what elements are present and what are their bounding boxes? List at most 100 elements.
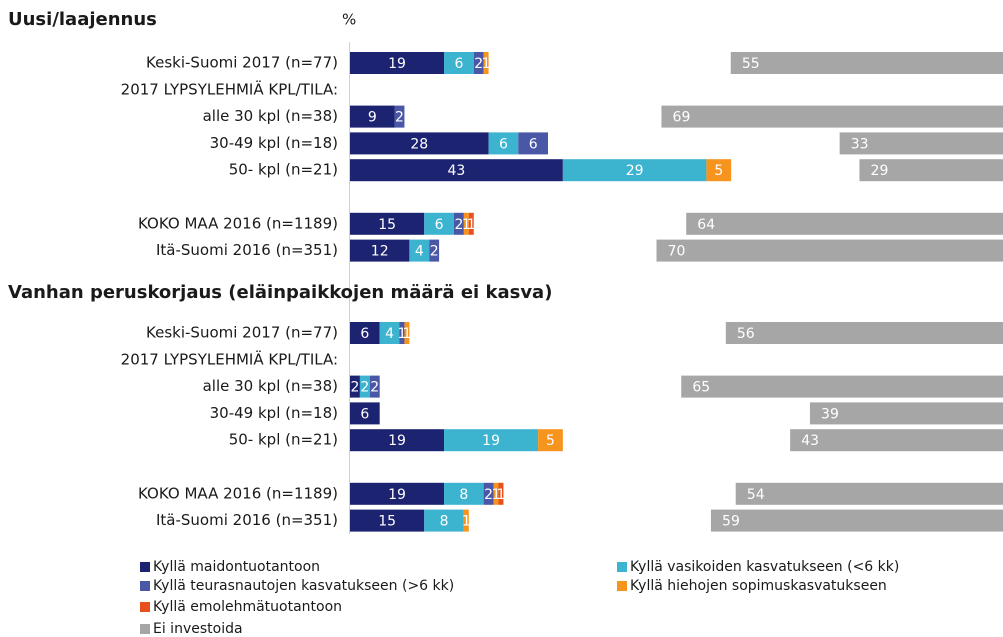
legend-swatch xyxy=(140,602,150,612)
value-label: 1 xyxy=(467,217,476,233)
category-label: 30-49 kpl (n=18) xyxy=(210,404,338,422)
category-label: Itä-Suomi 2016 (n=351) xyxy=(156,241,338,259)
value-label: 1 xyxy=(402,326,411,342)
no-invest-bar xyxy=(686,212,1003,235)
value-label: 1 xyxy=(497,487,506,503)
value-label: 19 xyxy=(388,56,406,72)
bar-segment xyxy=(350,239,410,262)
bar-segment xyxy=(562,159,707,182)
category-label: Keski-Suomi 2017 (n=77) xyxy=(146,54,338,72)
bar-segment xyxy=(350,132,489,155)
value-label: 29 xyxy=(626,163,644,179)
category-label: 50- kpl (n=21) xyxy=(229,161,338,179)
bar-segment xyxy=(444,482,484,505)
value-label: 43 xyxy=(801,433,819,449)
value-label: 19 xyxy=(388,487,406,503)
legend-swatch xyxy=(140,581,150,591)
value-label: 2 xyxy=(430,244,439,260)
value-label: 59 xyxy=(722,514,740,530)
legend-swatch xyxy=(140,562,150,572)
bar-segment xyxy=(350,402,380,425)
value-label: 6 xyxy=(360,406,369,422)
category-label: Itä-Suomi 2016 (n=351) xyxy=(156,511,338,529)
value-label: 2 xyxy=(360,380,369,396)
bar-segment xyxy=(424,212,454,235)
value-label: 1 xyxy=(462,514,471,530)
bar-segment xyxy=(483,52,489,74)
bar-segment xyxy=(404,322,410,344)
value-label: 15 xyxy=(378,217,396,233)
value-label: 5 xyxy=(714,163,723,179)
bar-segment xyxy=(394,105,405,128)
value-label: 56 xyxy=(737,326,755,342)
bar-segment xyxy=(463,212,469,235)
bar-segment xyxy=(453,212,464,235)
value-label: 8 xyxy=(459,487,468,503)
no-invest-bar xyxy=(725,322,1003,344)
bar-segment xyxy=(359,375,370,398)
value-label: 19 xyxy=(388,433,406,449)
category-label: 2017 LYPSYLEHMIÄ KPL/TILA: xyxy=(121,349,338,368)
bar-segment xyxy=(350,212,425,235)
bar-segment xyxy=(493,482,499,505)
legend-swatch xyxy=(617,581,627,591)
bar-segment xyxy=(429,239,440,262)
value-label: 12 xyxy=(371,244,389,260)
category-label: alle 30 kpl (n=38) xyxy=(203,107,338,125)
bar-segment xyxy=(444,429,539,452)
value-label: 2 xyxy=(484,487,493,503)
no-invest-bar xyxy=(809,402,1003,425)
value-label: 6 xyxy=(435,217,444,233)
value-label: 54 xyxy=(747,487,765,503)
bar-segment xyxy=(463,509,469,532)
bar-segment xyxy=(468,212,474,235)
value-label: 4 xyxy=(385,326,394,342)
value-label: 2 xyxy=(370,380,379,396)
value-label: 1 xyxy=(398,326,407,342)
value-label: 2 xyxy=(350,380,359,396)
bar-segment xyxy=(538,429,563,452)
category-label: 50- kpl (n=21) xyxy=(229,431,338,449)
legend-label: Kyllä maidontuotantoon xyxy=(153,559,320,575)
bar-segment xyxy=(424,509,464,532)
value-label: 2 xyxy=(454,217,463,233)
no-invest-bar xyxy=(735,482,1003,505)
bar-segment xyxy=(706,159,732,182)
value-label: 5 xyxy=(546,433,555,449)
value-label: 39 xyxy=(821,406,839,422)
bar-segment xyxy=(350,375,360,398)
value-label: 6 xyxy=(529,136,538,152)
bar-segment xyxy=(488,132,519,155)
value-label: 15 xyxy=(378,514,396,530)
bar-segment xyxy=(498,482,504,505)
value-label: 1 xyxy=(482,56,491,72)
value-label: 65 xyxy=(692,380,710,396)
legend-label: Kyllä teurasnautojen kasvatukseen (>6 kk… xyxy=(153,578,454,594)
bar-segment xyxy=(350,159,563,182)
bar-segment xyxy=(379,322,400,344)
legend-label: Kyllä vasikoiden kasvatukseen (<6 kk) xyxy=(630,559,899,575)
legend-swatch xyxy=(617,562,627,572)
category-label: KOKO MAA 2016 (n=1189) xyxy=(138,214,338,232)
category-label: 30-49 kpl (n=18) xyxy=(210,134,338,152)
value-label: 33 xyxy=(851,136,869,152)
bar-segment xyxy=(350,509,425,532)
bar-segment xyxy=(444,52,474,74)
bar-segment xyxy=(350,105,395,128)
no-invest-bar xyxy=(656,239,1003,262)
value-label: 9 xyxy=(368,110,377,126)
value-label: 69 xyxy=(673,110,691,126)
category-label: 2017 LYPSYLEHMIÄ KPL/TILA: xyxy=(121,79,338,98)
bar-segment xyxy=(350,322,380,344)
bar-segment xyxy=(350,52,445,74)
bar-segment xyxy=(399,322,405,344)
value-label: 6 xyxy=(454,56,463,72)
category-label: Keski-Suomi 2017 (n=77) xyxy=(146,324,338,342)
bar-segment xyxy=(350,482,445,505)
category-label: KOKO MAA 2016 (n=1189) xyxy=(138,484,338,502)
legend-label: Kyllä emolehmätuotantoon xyxy=(153,599,342,615)
value-label: 55 xyxy=(742,56,760,72)
value-label: 6 xyxy=(360,326,369,342)
panel-title: Vanhan peruskorjaus (eläinpaikkojen määr… xyxy=(8,282,552,303)
value-label: 64 xyxy=(697,217,715,233)
